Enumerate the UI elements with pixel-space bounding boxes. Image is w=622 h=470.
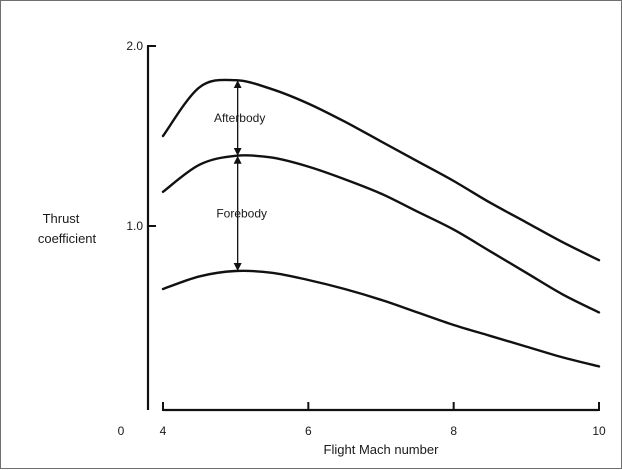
y-axis-label-line-2: coefficient (38, 231, 97, 246)
y-tick-label: 2.0 (126, 39, 143, 53)
series-line-1 (161, 78, 601, 262)
annotation-layer: Afterbody Forebody (214, 80, 267, 271)
x-tick-label: 8 (450, 424, 457, 438)
annotation-label: Forebody (216, 206, 267, 220)
origin-label: 0 (118, 424, 125, 438)
axes (146, 46, 599, 412)
x-tick-label: 6 (305, 424, 312, 438)
series-line-2 (161, 154, 601, 314)
ticks: 4 6 8 10 1.0 2.0 (126, 39, 606, 438)
y-axis-label-line-1: Thrust (43, 211, 80, 226)
x-tick-label: 10 (592, 424, 606, 438)
y-tick-label: 1.0 (126, 219, 143, 233)
series-line-3 (161, 269, 601, 368)
x-axis-label: Flight Mach number (324, 442, 440, 457)
annotation-label: Afterbody (214, 111, 265, 125)
x-tick-label: 4 (160, 424, 167, 438)
